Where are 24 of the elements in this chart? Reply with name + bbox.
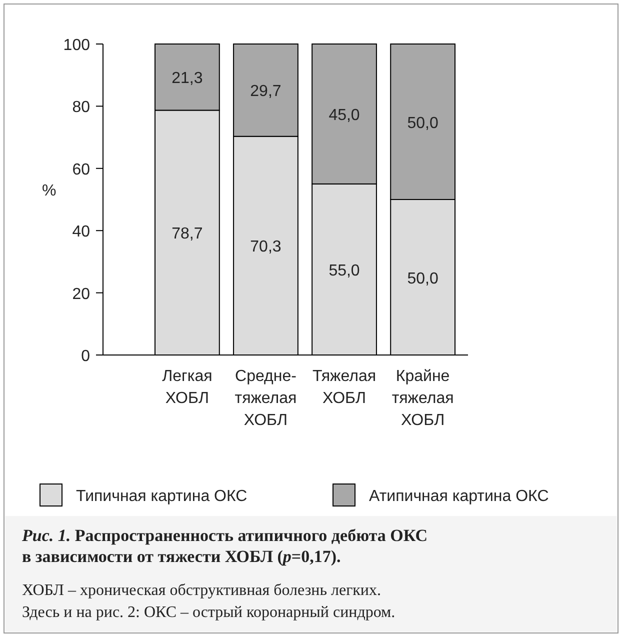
y-tick-label: 40 (72, 224, 90, 241)
x-tick-label: Крайне тяжелая ХОБЛ (392, 368, 454, 429)
x-tick-label: Тяжелая ХОБЛ (312, 368, 376, 407)
data-label: 70,3 (250, 238, 282, 256)
y-tick-label: 60 (72, 161, 90, 178)
data-label: 29,7 (250, 83, 282, 100)
data-label: 50,0 (407, 114, 438, 132)
text: ХОБЛ – хроническая обструктивная болезнь легких. (22, 582, 381, 599)
data-label: 78,7 (172, 226, 203, 243)
text: Здесь и на рис. 2: ОКС – острый коронарный синдром. (22, 604, 396, 621)
y-tick-label: 0 (81, 348, 90, 365)
x-tick-label: Легкая ХОБЛ (162, 368, 212, 407)
legend-label: Атипичная картина ОКС (369, 488, 549, 505)
y-axis-title: % (42, 182, 56, 200)
data-label: 55,0 (328, 262, 360, 280)
data-label: 21,3 (172, 70, 203, 88)
text: Рис. 1. Распространенность атипичного дебюта ОКС в зависимости от тяжести ХОБЛ (p=0,17). (21, 526, 428, 566)
y-tick-label: 80 (72, 99, 90, 116)
data-label: 50,0 (407, 270, 438, 288)
y-tick-label: 100 (63, 37, 90, 54)
y-tick-label: 20 (72, 286, 90, 303)
legend-label: Типичная картина ОКС (76, 488, 248, 505)
x-tick-label: Средне- тяжелая ХОБЛ (234, 368, 297, 429)
data-label: 45,0 (328, 106, 360, 124)
